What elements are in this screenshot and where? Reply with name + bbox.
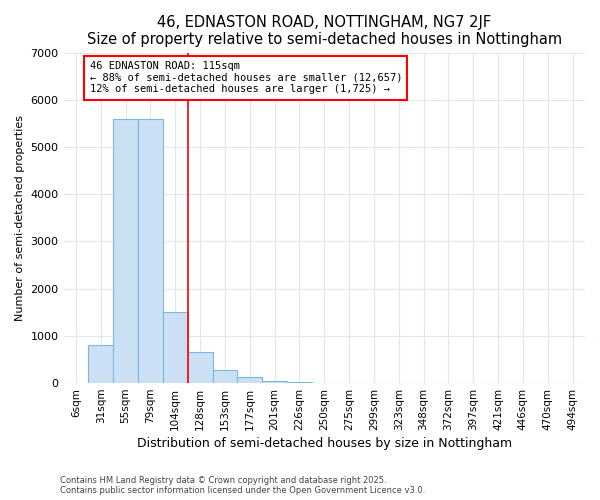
Bar (188, 352, 212, 383)
Text: Contains HM Land Registry data © Crown copyright and database right 2025.
Contai: Contains HM Land Registry data © Crown c… (60, 476, 425, 495)
Title: 46, EDNASTON ROAD, NOTTINGHAM, NG7 2JF
Size of property relative to semi-detache: 46, EDNASTON ROAD, NOTTINGHAM, NG7 2JF S… (87, 15, 562, 48)
Y-axis label: Number of semi-detached properties: Number of semi-detached properties (15, 115, 25, 321)
Bar (88, 346, 113, 383)
Bar (238, 377, 262, 383)
X-axis label: Distribution of semi-detached houses by size in Nottingham: Distribution of semi-detached houses by … (137, 437, 512, 450)
Bar (212, 370, 238, 383)
Bar (262, 380, 287, 383)
Bar (163, 312, 188, 383)
Bar (138, 119, 163, 383)
Bar (287, 382, 312, 383)
Text: 46 EDNASTON ROAD: 115sqm
← 88% of semi-detached houses are smaller (12,657)
12% : 46 EDNASTON ROAD: 115sqm ← 88% of semi-d… (89, 61, 402, 94)
Bar (113, 119, 138, 383)
